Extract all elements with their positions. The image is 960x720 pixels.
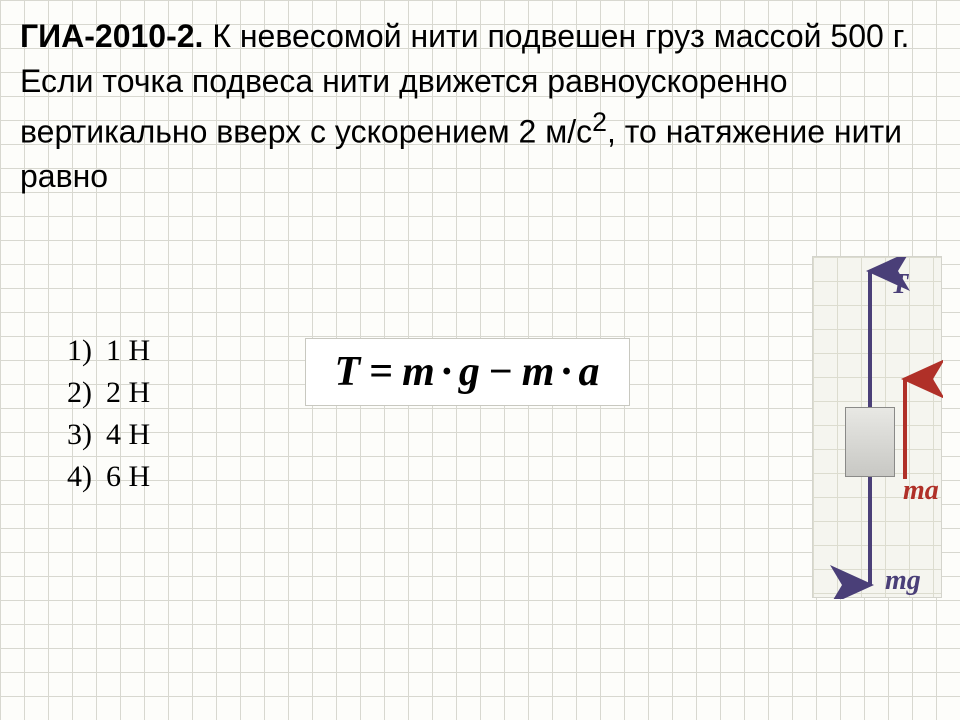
formula-eq: =	[361, 348, 402, 396]
option-row: 1) 1 Н	[60, 330, 150, 372]
formula-dot2: ·	[555, 348, 578, 396]
label-T: T	[891, 269, 908, 301]
option-row: 2) 2 Н	[60, 372, 150, 414]
option-value: 1 Н	[106, 330, 150, 372]
page-root: ГИА-2010-2. К невесомой нити подвешен гр…	[0, 0, 960, 720]
option-value: 6 Н	[106, 456, 150, 498]
formula-dot: ·	[436, 348, 459, 396]
label-mg: mg	[885, 565, 921, 597]
problem-superscript: 2	[592, 107, 607, 137]
formula-m2: m	[522, 348, 556, 396]
option-row: 3) 4 Н	[60, 414, 150, 456]
option-number: 4)	[60, 456, 106, 498]
option-number: 2)	[60, 372, 106, 414]
formula-a: a	[578, 348, 600, 396]
formula-T: T	[335, 348, 362, 396]
option-value: 4 Н	[106, 414, 150, 456]
problem-text: ГИА-2010-2. К невесомой нити подвешен гр…	[20, 14, 930, 199]
option-row: 4) 6 Н	[60, 456, 150, 498]
formula-m1: m	[402, 348, 436, 396]
formula: T = m · g − m · a	[305, 338, 630, 406]
formula-minus: −	[481, 348, 522, 396]
option-number: 3)	[60, 414, 106, 456]
force-diagram: T ma mg	[812, 256, 942, 598]
label-ma: ma	[903, 475, 939, 507]
problem-source: ГИА-2010-2.	[20, 18, 203, 54]
formula-g: g	[459, 348, 481, 396]
answer-options: 1) 1 Н 2) 2 Н 3) 4 Н 4) 6 Н	[60, 330, 150, 498]
option-number: 1)	[60, 330, 106, 372]
option-value: 2 Н	[106, 372, 150, 414]
mass-block	[845, 407, 895, 477]
